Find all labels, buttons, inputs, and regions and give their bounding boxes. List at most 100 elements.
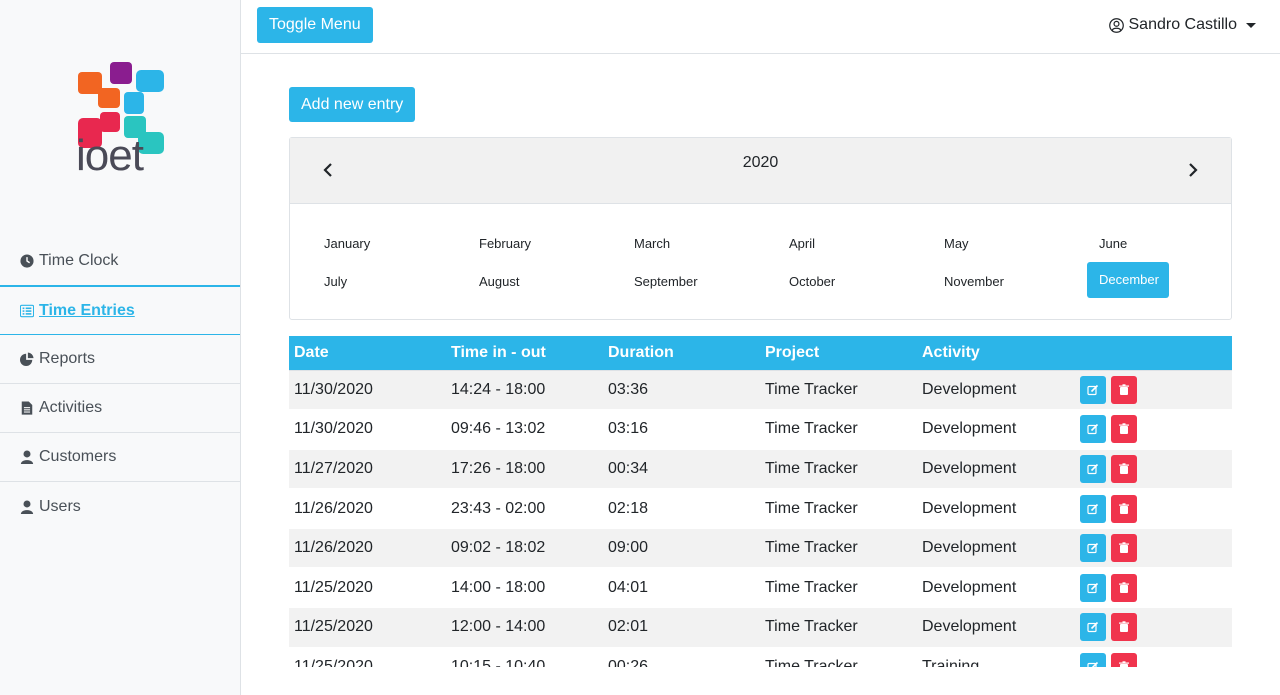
sidebar-item-reports[interactable]: Reports <box>0 335 240 384</box>
sidebar-item-time-clock[interactable]: Time Clock <box>0 237 240 286</box>
delete-button[interactable] <box>1111 534 1137 563</box>
cell-activity: Development <box>917 488 1075 529</box>
month-picker: 2020 January February March April May Ju… <box>289 137 1232 320</box>
delete-button[interactable] <box>1111 375 1137 404</box>
cell-time: 23:43 - 02:00 <box>446 488 603 529</box>
cell-project: Time Tracker <box>760 528 917 569</box>
month-september[interactable]: September <box>634 274 698 289</box>
toggle-menu-button[interactable]: Toggle Menu <box>257 7 373 43</box>
edit-icon <box>1087 384 1099 395</box>
cell-time: 14:00 - 18:00 <box>446 567 603 609</box>
month-june[interactable]: June <box>1099 236 1128 251</box>
table-header-row: Date Time in - out Duration Project Acti… <box>289 336 1232 370</box>
month-february[interactable]: February <box>479 236 532 251</box>
sidebar-nav: Time Clock Time Entries Reports <box>0 237 240 531</box>
edit-icon <box>1087 582 1099 593</box>
sidebar-item-label: Reports <box>39 350 96 367</box>
sidebar-item-activities[interactable]: Activities <box>0 384 240 433</box>
trash-icon <box>1119 621 1129 633</box>
sidebar-item-label: Time Clock <box>39 252 119 269</box>
cell-actions <box>1075 607 1232 648</box>
trash-icon <box>1119 502 1129 514</box>
cell-activity: Training <box>917 647 1075 667</box>
cell-project: Time Tracker <box>760 567 917 609</box>
month-october[interactable]: October <box>789 274 836 289</box>
sidebar-item-label: Time Entries <box>39 301 135 319</box>
list-icon <box>20 304 34 317</box>
table-row: 11/25/2020 14:00 - 18:00 04:01 Time Trac… <box>289 567 1232 609</box>
cell-date: 11/26/2020 <box>289 528 446 569</box>
edit-button[interactable] <box>1080 573 1106 602</box>
cell-actions <box>1075 567 1232 609</box>
trash-icon <box>1119 384 1129 395</box>
cell-duration: 00:26 <box>603 647 760 667</box>
month-july[interactable]: July <box>324 274 348 289</box>
cell-duration: 03:16 <box>603 409 760 450</box>
cell-time: 10:15 - 10:40 <box>446 647 603 667</box>
trash-icon <box>1119 661 1129 667</box>
delete-button[interactable] <box>1111 454 1137 483</box>
month-april[interactable]: April <box>789 236 816 251</box>
cell-actions <box>1075 409 1232 450</box>
table-body: 11/30/2020 14:24 - 18:00 03:36 Time Trac… <box>289 370 1232 667</box>
file-icon <box>21 401 33 415</box>
column-header-project: Project <box>765 343 820 361</box>
month-march[interactable]: March <box>634 236 671 251</box>
sidebar-item-users[interactable]: Users <box>0 482 240 531</box>
cell-duration: 02:01 <box>603 607 760 648</box>
cell-actions <box>1075 647 1232 667</box>
sidebar-item-customers[interactable]: Customers <box>0 433 240 482</box>
edit-button[interactable] <box>1080 613 1106 642</box>
time-entries-table-container: Date Time in - out Duration Project Acti… <box>289 336 1232 667</box>
edit-button[interactable] <box>1080 652 1106 667</box>
column-header-duration: Duration <box>608 343 674 361</box>
edit-button[interactable] <box>1080 415 1106 444</box>
cell-date: 11/30/2020 <box>289 370 446 411</box>
cell-duration: 04:01 <box>603 567 760 609</box>
delete-button[interactable] <box>1111 494 1137 523</box>
user-menu-dropdown[interactable]: Sandro Castillo <box>1108 16 1256 34</box>
edit-button[interactable] <box>1080 454 1106 483</box>
cell-project: Time Tracker <box>760 488 917 529</box>
cell-date: 11/25/2020 <box>289 607 446 648</box>
cell-duration: 09:00 <box>603 528 760 569</box>
delete-button[interactable] <box>1111 652 1137 667</box>
time-entries-table: Date Time in - out Duration Project Acti… <box>289 336 1232 667</box>
month-may[interactable]: May <box>944 236 969 251</box>
user-icon <box>20 499 34 514</box>
delete-button[interactable] <box>1111 415 1137 444</box>
chevron-down-icon <box>1246 22 1256 28</box>
cell-project: Time Tracker <box>760 647 917 667</box>
month-november[interactable]: November <box>944 274 1004 289</box>
sidebar-item-time-entries[interactable]: Time Entries <box>0 286 240 335</box>
table-row: 11/26/2020 23:43 - 02:00 02:18 Time Trac… <box>289 488 1232 529</box>
add-new-entry-button[interactable]: Add new entry <box>289 87 416 122</box>
month-august[interactable]: August <box>479 274 520 289</box>
month-january[interactable]: January <box>324 236 371 251</box>
delete-button[interactable] <box>1111 613 1137 642</box>
cell-activity: Development <box>917 449 1075 490</box>
edit-button[interactable] <box>1080 375 1106 404</box>
chevron-right-icon[interactable] <box>1185 162 1201 178</box>
cell-actions <box>1075 449 1232 490</box>
user-circle-icon <box>1108 17 1124 33</box>
cell-activity: Development <box>917 370 1075 411</box>
edit-button[interactable] <box>1080 534 1106 563</box>
delete-button[interactable] <box>1111 573 1137 602</box>
cell-date: 11/25/2020 <box>289 567 446 609</box>
cell-time: 17:26 - 18:00 <box>446 449 603 490</box>
sidebar-item-label: Users <box>39 497 81 515</box>
edit-button[interactable] <box>1080 494 1106 523</box>
cell-project: Time Tracker <box>760 409 917 450</box>
month-picker-header: 2020 <box>290 138 1231 204</box>
cell-date: 11/26/2020 <box>289 488 446 529</box>
cell-time: 12:00 - 14:00 <box>446 607 603 648</box>
chevron-left-icon[interactable] <box>320 162 336 178</box>
trash-icon <box>1119 463 1129 474</box>
table-row: 11/30/2020 09:46 - 13:02 03:16 Time Trac… <box>289 409 1232 450</box>
cell-activity: Development <box>917 409 1075 450</box>
month-december[interactable]: December <box>1087 262 1169 298</box>
sidebar-item-label: Customers <box>39 448 117 465</box>
cell-date: 11/27/2020 <box>289 449 446 490</box>
cell-date: 11/25/2020 <box>289 647 446 667</box>
